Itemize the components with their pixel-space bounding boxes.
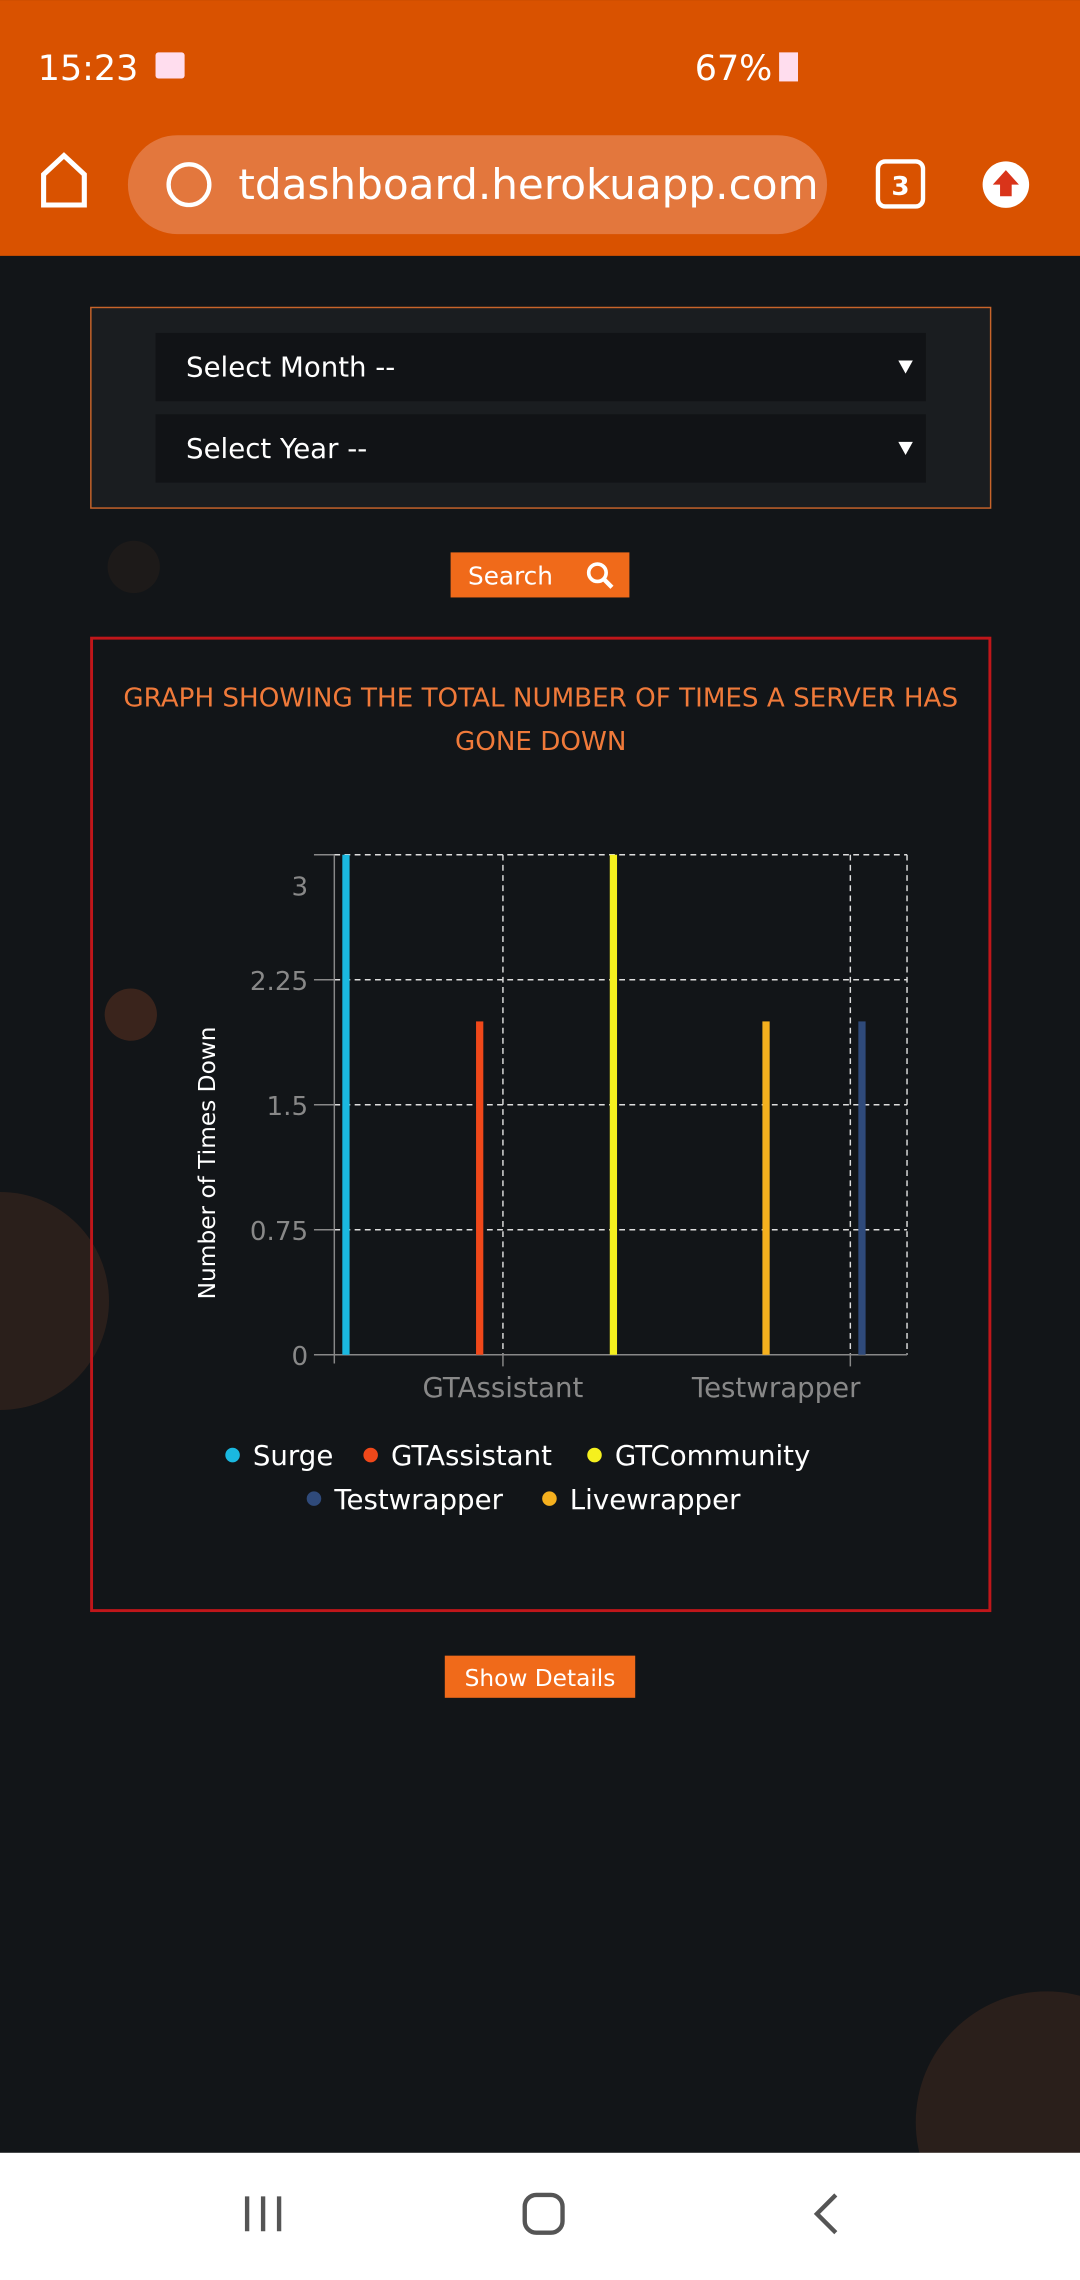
legend-swatch (542, 1491, 557, 1506)
chart-title-box: GRAPH SHOWING THE TOTAL NUMBER OF TIMES … (123, 683, 959, 758)
chart-box (90, 636, 992, 1613)
deco-circle (104, 988, 157, 1041)
search-button[interactable] (450, 552, 630, 598)
dropdown-arrow (898, 441, 913, 456)
y-tick-label: 2.25 (250, 967, 308, 997)
back-button[interactable] (813, 2193, 838, 2235)
nav-bar (0, 2152, 1080, 2280)
y-tick-label: 0.75 (250, 1217, 308, 1247)
month-select[interactable] (155, 332, 926, 402)
bar (609, 854, 618, 1355)
legend-label: Livewrapper (570, 1483, 741, 1516)
bar (476, 1021, 484, 1355)
y-tick-label: 1.5 (267, 1092, 309, 1122)
url: tdashboard.herokuapp.com (238, 160, 818, 209)
legend-swatch (587, 1447, 602, 1463)
info-icon (166, 162, 212, 208)
x-tick-label: GTAssistant (422, 1371, 583, 1404)
search-icon (586, 562, 608, 584)
search-icon (601, 577, 614, 589)
legend-swatch (363, 1447, 378, 1463)
dropdown-arrow (898, 360, 913, 374)
legend-label: Surge (253, 1439, 333, 1472)
y-tick-label: 0 (291, 1342, 308, 1372)
y-tick-label: 3 (291, 872, 308, 902)
tab-count: 3 (891, 172, 909, 202)
details-button[interactable] (444, 1655, 636, 1698)
deco-circle (107, 540, 160, 594)
tabs-button[interactable] (875, 159, 926, 209)
bar (762, 1021, 770, 1355)
recent-button[interactable] (244, 2196, 282, 2232)
legend-label: GTAssistant (391, 1439, 552, 1472)
y-axis-label: Number of Times Down (194, 1026, 221, 1299)
home-button[interactable] (41, 152, 87, 208)
legend-swatch (306, 1491, 322, 1506)
home-nav-button[interactable] (522, 2192, 565, 2235)
year-select-text: Select Year -- (186, 432, 367, 465)
search-text: Search (468, 561, 553, 590)
clock: 15:23 (38, 49, 139, 89)
url-field[interactable] (127, 135, 828, 235)
chart-title: GRAPH SHOWING THE TOTAL NUMBER OF TIMES … (123, 683, 959, 758)
details-text: Show Details (465, 1665, 616, 1692)
legend-swatch (225, 1447, 240, 1463)
legend-label: GTCommunity (615, 1439, 810, 1472)
x-tick-label: Testwrapper (691, 1371, 861, 1404)
update-icon (992, 170, 1019, 197)
icon (155, 52, 185, 79)
deco-circle (0, 1191, 109, 1410)
bar (858, 1021, 866, 1355)
legend-label: Testwrapper (333, 1483, 503, 1516)
year-select[interactable] (155, 414, 926, 483)
battery-icon (779, 52, 799, 82)
battery: 67% (695, 49, 773, 89)
month-select-text: Select Month -- (186, 351, 395, 384)
bar (342, 854, 350, 1355)
